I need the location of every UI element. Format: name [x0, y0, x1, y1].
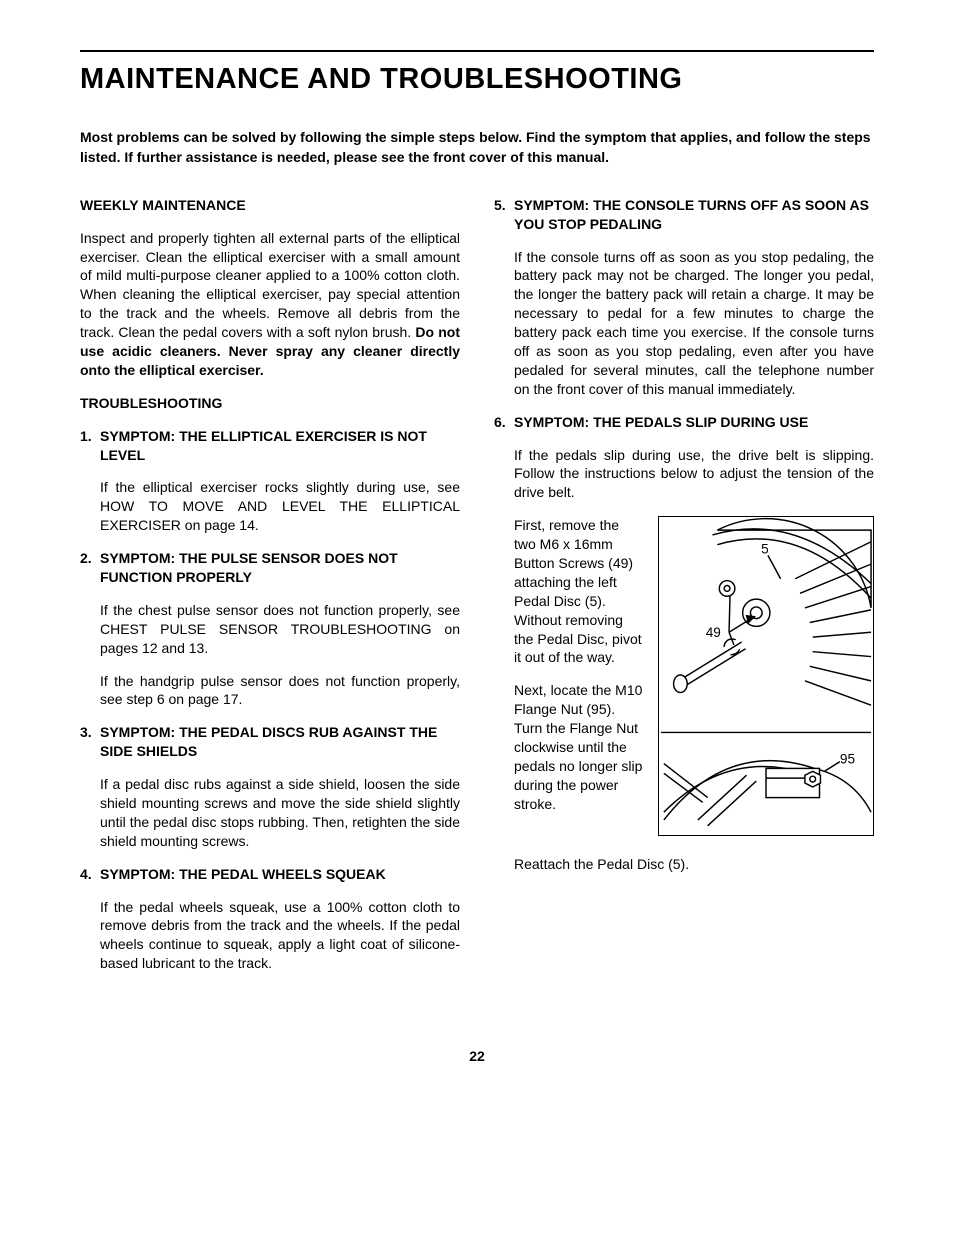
- symptom-2-body: If the chest pulse sensor does not funct…: [80, 601, 460, 709]
- symptom-3-heading: 3. SYMPTOM: THE PEDAL DISCS RUB AGAINST …: [80, 723, 460, 761]
- reattach-text: Reattach the Pedal Disc (5).: [514, 855, 874, 874]
- figure-text-1: First, remove the two M6 x 16mm Button S…: [514, 516, 644, 667]
- symptom-1-title: SYMPTOM: THE ELLIPTICAL EXERCISER IS NOT…: [100, 427, 460, 465]
- symptom-2-heading: 2. SYMPTOM: THE PULSE SENSOR DOES NOT FU…: [80, 549, 460, 587]
- symptom-3-title: SYMPTOM: THE PEDAL DISCS RUB AGAINST THE…: [100, 723, 460, 761]
- symptom-5-heading: 5. SYMPTOM: THE CONSOLE TURNS OFF AS SOO…: [494, 196, 874, 234]
- symptom-4-heading: 4. SYMPTOM: THE PEDAL WHEELS SQUEAK: [80, 865, 460, 884]
- symptom-1-num: 1.: [80, 427, 100, 465]
- symptom-2-text-b: If the handgrip pulse sensor does not fu…: [100, 672, 460, 710]
- symptom-2-title: SYMPTOM: THE PULSE SENSOR DOES NOT FUNCT…: [100, 549, 460, 587]
- symptom-6-title: SYMPTOM: THE PEDALS SLIP DURING USE: [514, 413, 808, 432]
- symptom-4-num: 4.: [80, 865, 100, 884]
- symptom-5-title: SYMPTOM: THE CONSOLE TURNS OFF AS SOON A…: [514, 196, 874, 234]
- symptom-6-num: 6.: [494, 413, 514, 432]
- right-column: 5. SYMPTOM: THE CONSOLE TURNS OFF AS SOO…: [494, 196, 874, 987]
- symptom-4-body: If the pedal wheels squeak, use a 100% c…: [80, 898, 460, 974]
- left-column: WEEKLY MAINTENANCE Inspect and properly …: [80, 196, 460, 987]
- figure-box: 5 49: [658, 516, 874, 841]
- symptom-1-heading: 1. SYMPTOM: THE ELLIPTICAL EXERCISER IS …: [80, 427, 460, 465]
- symptom-4-text: If the pedal wheels squeak, use a 100% c…: [100, 898, 460, 974]
- callout-5: 5: [761, 542, 769, 557]
- page-title: MAINTENANCE AND TROUBLESHOOTING: [80, 60, 874, 99]
- symptom-3-body: If a pedal disc rubs against a side shie…: [80, 775, 460, 851]
- symptom-5-body: If the console turns off as soon as you …: [494, 248, 874, 399]
- symptom-5-text: If the console turns off as soon as you …: [514, 248, 874, 399]
- page-number: 22: [80, 1047, 874, 1066]
- symptom-2-text-a: If the chest pulse sensor does not funct…: [100, 601, 460, 658]
- symptom-1-body: If the elliptical exerciser rocks slight…: [80, 478, 460, 535]
- weekly-text-a: Inspect and properly tighten all externa…: [80, 230, 460, 340]
- symptom-3-num: 3.: [80, 723, 100, 761]
- weekly-heading: WEEKLY MAINTENANCE: [80, 196, 460, 215]
- symptom-4-title: SYMPTOM: THE PEDAL WHEELS SQUEAK: [100, 865, 386, 884]
- callout-49: 49: [706, 625, 721, 640]
- troubleshoot-heading: TROUBLESHOOTING: [80, 394, 460, 413]
- callout-95: 95: [840, 752, 855, 767]
- figure-text-col: First, remove the two M6 x 16mm Button S…: [514, 516, 644, 841]
- figure-wrap: First, remove the two M6 x 16mm Button S…: [514, 516, 874, 841]
- symptom-6-body: If the pedals slip during use, the drive…: [494, 446, 874, 874]
- symptom-6-heading: 6. SYMPTOM: THE PEDALS SLIP DURING USE: [494, 413, 874, 432]
- symptom-2-num: 2.: [80, 549, 100, 587]
- pedal-disc-diagram: 5 49: [658, 516, 874, 836]
- weekly-paragraph: Inspect and properly tighten all externa…: [80, 229, 460, 380]
- top-rule: [80, 50, 874, 52]
- symptom-6-text: If the pedals slip during use, the drive…: [514, 446, 874, 503]
- symptom-3-text: If a pedal disc rubs against a side shie…: [100, 775, 460, 851]
- figure-text-2: Next, locate the M10 Flange Nut (95). Tu…: [514, 681, 644, 813]
- two-column-layout: WEEKLY MAINTENANCE Inspect and properly …: [80, 196, 874, 987]
- symptom-5-num: 5.: [494, 196, 514, 234]
- intro-text: Most problems can be solved by following…: [80, 127, 874, 168]
- symptom-1-text: If the elliptical exerciser rocks slight…: [100, 478, 460, 535]
